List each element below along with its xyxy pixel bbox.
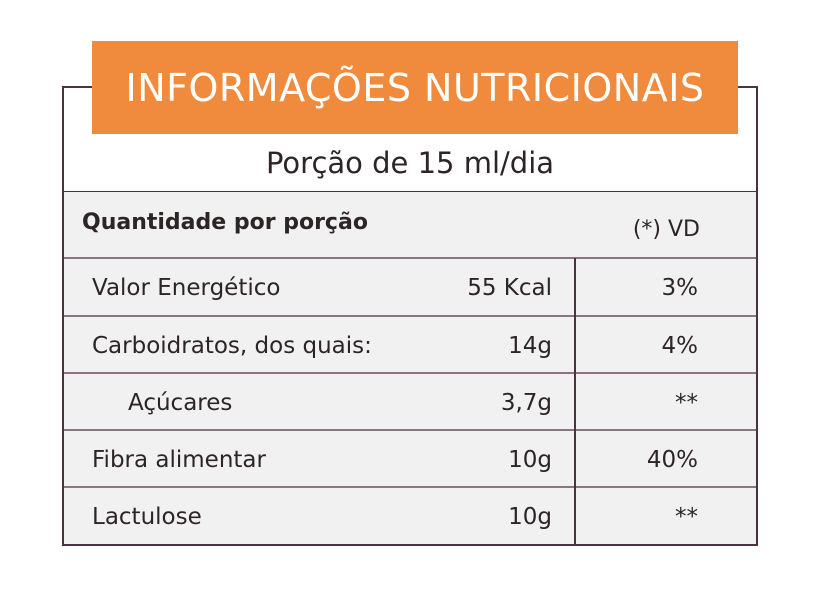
nutrient-label: Valor Energético (92, 275, 281, 301)
nutrient-amount: 10g (508, 504, 552, 530)
nutrient-vd: 4% (661, 333, 699, 359)
table-header-row: Quantidade por porção (*) VD (64, 192, 756, 257)
divider (64, 315, 756, 317)
nutrient-vd: 40% (646, 447, 698, 473)
header-quantity-label: Quantidade por porção (82, 210, 368, 235)
header-vd-label: (*) VD (632, 217, 700, 242)
nutrient-vd: ** (675, 504, 698, 530)
nutrient-label: Lactulose (92, 504, 202, 530)
nutrient-amount: 55 Kcal (467, 275, 552, 301)
nutrient-label: Açúcares (128, 390, 233, 416)
divider (64, 429, 756, 431)
column-divider (574, 258, 576, 546)
nutrient-amount: 3,7g (500, 390, 552, 416)
title-banner: INFORMAÇÕES NUTRICIONAIS (92, 41, 738, 134)
divider (64, 372, 756, 374)
nutrient-label: Fibra alimentar (92, 447, 266, 473)
nutrient-amount: 10g (508, 447, 552, 473)
divider (64, 486, 756, 488)
nutrient-label: Carboidratos, dos quais: (92, 333, 372, 359)
table-row: Lactulose 10g ** (64, 488, 756, 544)
table-title: INFORMAÇÕES NUTRICIONAIS (125, 65, 705, 110)
table-row: Açúcares 3,7g ** (64, 374, 756, 430)
table-row: Fibra alimentar 10g 40% (64, 431, 756, 487)
portion-size: Porção de 15 ml/dia (265, 145, 555, 180)
nutrient-vd: ** (675, 390, 698, 416)
table-row: Carboidratos, dos quais: 14g 4% (64, 317, 756, 373)
nutrient-vd: 3% (661, 275, 699, 301)
table-row: Valor Energético 55 Kcal 3% (64, 259, 756, 315)
nutrient-amount: 14g (508, 333, 552, 359)
divider (64, 257, 756, 259)
